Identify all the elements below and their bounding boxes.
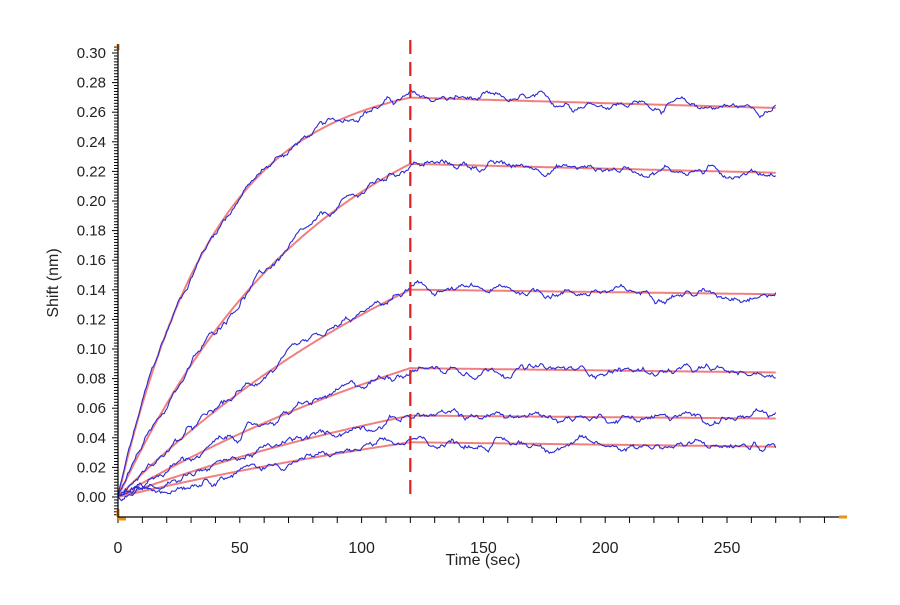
x-tick-label: 150: [470, 540, 497, 557]
y-tick-label: 0.02: [77, 459, 106, 476]
y-tick-label: 0.28: [77, 75, 106, 92]
y-tick-label: 0.24: [77, 134, 106, 151]
axis-ticks: 0.00 0.02 0.04 0.06 0.08 0.10 0.12 0.14 0.16 0.18…: [77, 44, 848, 557]
y-tick-label: 0.20: [77, 193, 106, 210]
y-tick-label: 0.08: [77, 371, 106, 388]
fit-line-curve-1: [117, 96, 776, 498]
fit-line-curve-2: [117, 162, 776, 498]
y-tick-label: 0.26: [77, 104, 106, 121]
y-tick-label: 0.10: [77, 341, 106, 358]
x-tick-label: 200: [592, 540, 619, 557]
trace-curve-4: [117, 362, 776, 498]
fit-line-curve-4: [117, 367, 776, 498]
y-tick-label: 0.06: [77, 400, 106, 417]
x-tick-label: 100: [348, 540, 375, 557]
fit-line-curve-3: [117, 288, 776, 498]
trace-curve-2: [117, 159, 777, 498]
y-tick-label: 0.18: [77, 223, 106, 240]
x-tick-label: 50: [231, 540, 249, 557]
trace-curve-3: [117, 279, 777, 497]
x-axis-label: Time (sec): [446, 552, 521, 569]
fit-line-curve-6: [117, 441, 776, 498]
x-tick-label: 250: [714, 540, 741, 557]
y-tick-label: 0.04: [77, 430, 106, 447]
fit-curves: [117, 96, 776, 498]
y-tick-label: 0.16: [77, 252, 106, 269]
y-tick-label: 0.14: [77, 282, 106, 299]
trace-curve-1: [117, 89, 777, 498]
trace-curve-6: [117, 434, 777, 502]
y-tick-label: 0.00: [77, 489, 106, 506]
y-tick-label: 0.30: [77, 45, 106, 62]
x-tick-label: 0: [114, 540, 123, 557]
measured-traces: [117, 89, 777, 502]
y-tick-label: 0.22: [77, 163, 106, 180]
fit-line-curve-5: [117, 414, 776, 498]
y-axis-label: Shift (nm): [45, 248, 62, 317]
trace-curve-5: [117, 407, 777, 498]
y-tick-label: 0.12: [77, 311, 106, 328]
